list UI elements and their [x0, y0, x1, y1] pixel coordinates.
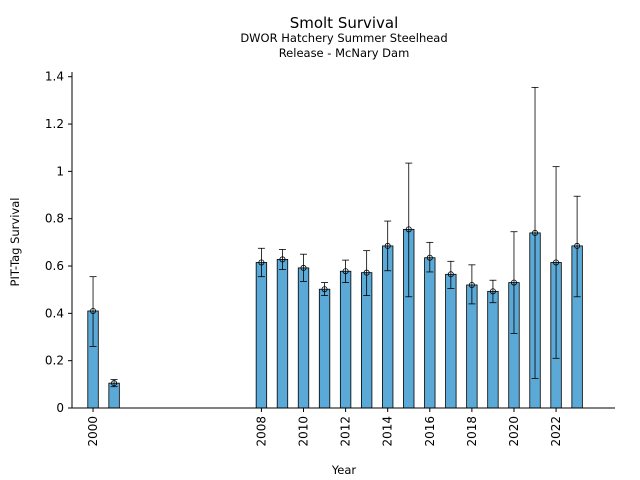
chart-title: Smolt Survival — [290, 14, 399, 32]
point-marker-2019 — [489, 288, 496, 295]
point-marker-2023 — [574, 242, 581, 249]
bars-group — [87, 228, 583, 409]
point-markers-group — [90, 226, 581, 387]
bar-2019 — [487, 290, 499, 409]
y-tick-label: 0.6 — [45, 259, 64, 273]
y-axis-label: PIT-Tag Survival — [8, 198, 22, 287]
point-marker-2014 — [384, 242, 391, 249]
y-tick-label: 0.8 — [45, 212, 64, 226]
point-marker-2010 — [300, 264, 307, 271]
point-marker-2000 — [90, 307, 97, 314]
x-tick-label: 2008 — [254, 416, 268, 447]
bar-2016 — [424, 257, 436, 409]
x-tick-label: 2020 — [507, 416, 521, 447]
x-tick-label: 2014 — [381, 416, 395, 447]
chart-subtitle-line-2: Release - McNary Dam — [279, 46, 410, 60]
y-tick-label: 0 — [56, 401, 64, 415]
x-axis-ticks: 2000 2008 2010 2012 2014 2016 2018 2020 2022 — [86, 408, 563, 447]
chart-subtitle-line-1: DWOR Hatchery Summer Steelhead — [240, 31, 447, 45]
point-marker-2008 — [258, 259, 265, 266]
y-tick-label: 0.4 — [45, 306, 64, 320]
point-marker-2022 — [553, 259, 560, 266]
point-marker-2011 — [321, 286, 328, 293]
y-tick-label: 1 — [56, 164, 64, 178]
y-tick-label: 1.2 — [45, 117, 64, 131]
x-tick-label: 2010 — [297, 416, 311, 447]
x-axis-label: Year — [331, 463, 357, 477]
bar-2009 — [276, 259, 289, 409]
point-marker-2012 — [342, 268, 349, 275]
point-marker-2017 — [447, 271, 454, 278]
point-marker-2021 — [532, 229, 539, 236]
point-marker-2016 — [426, 254, 433, 261]
x-tick-label: 2018 — [465, 416, 479, 447]
point-marker-2009 — [279, 256, 286, 263]
y-axis-ticks: 0 0.2 0.4 0.6 0.8 1 1.2 1.4 — [45, 70, 72, 415]
point-marker-2013 — [363, 269, 370, 276]
x-tick-label: 2012 — [339, 416, 353, 447]
error-bars-group — [89, 86, 581, 388]
x-tick-label: 2016 — [423, 416, 437, 447]
x-tick-label: 2022 — [549, 416, 563, 447]
x-tick-label: 2000 — [86, 416, 100, 447]
y-tick-label: 1.4 — [45, 70, 64, 84]
point-marker-2015 — [405, 226, 412, 233]
bar-2011 — [318, 288, 331, 409]
bar-2008 — [255, 262, 268, 409]
bar-2010 — [297, 267, 310, 409]
bar-2017 — [445, 273, 457, 409]
y-tick-label: 0.2 — [45, 354, 64, 368]
point-marker-2018 — [468, 281, 475, 288]
point-marker-2020 — [510, 279, 517, 286]
point-marker-2001 — [111, 380, 118, 387]
bar-2012 — [339, 270, 352, 409]
